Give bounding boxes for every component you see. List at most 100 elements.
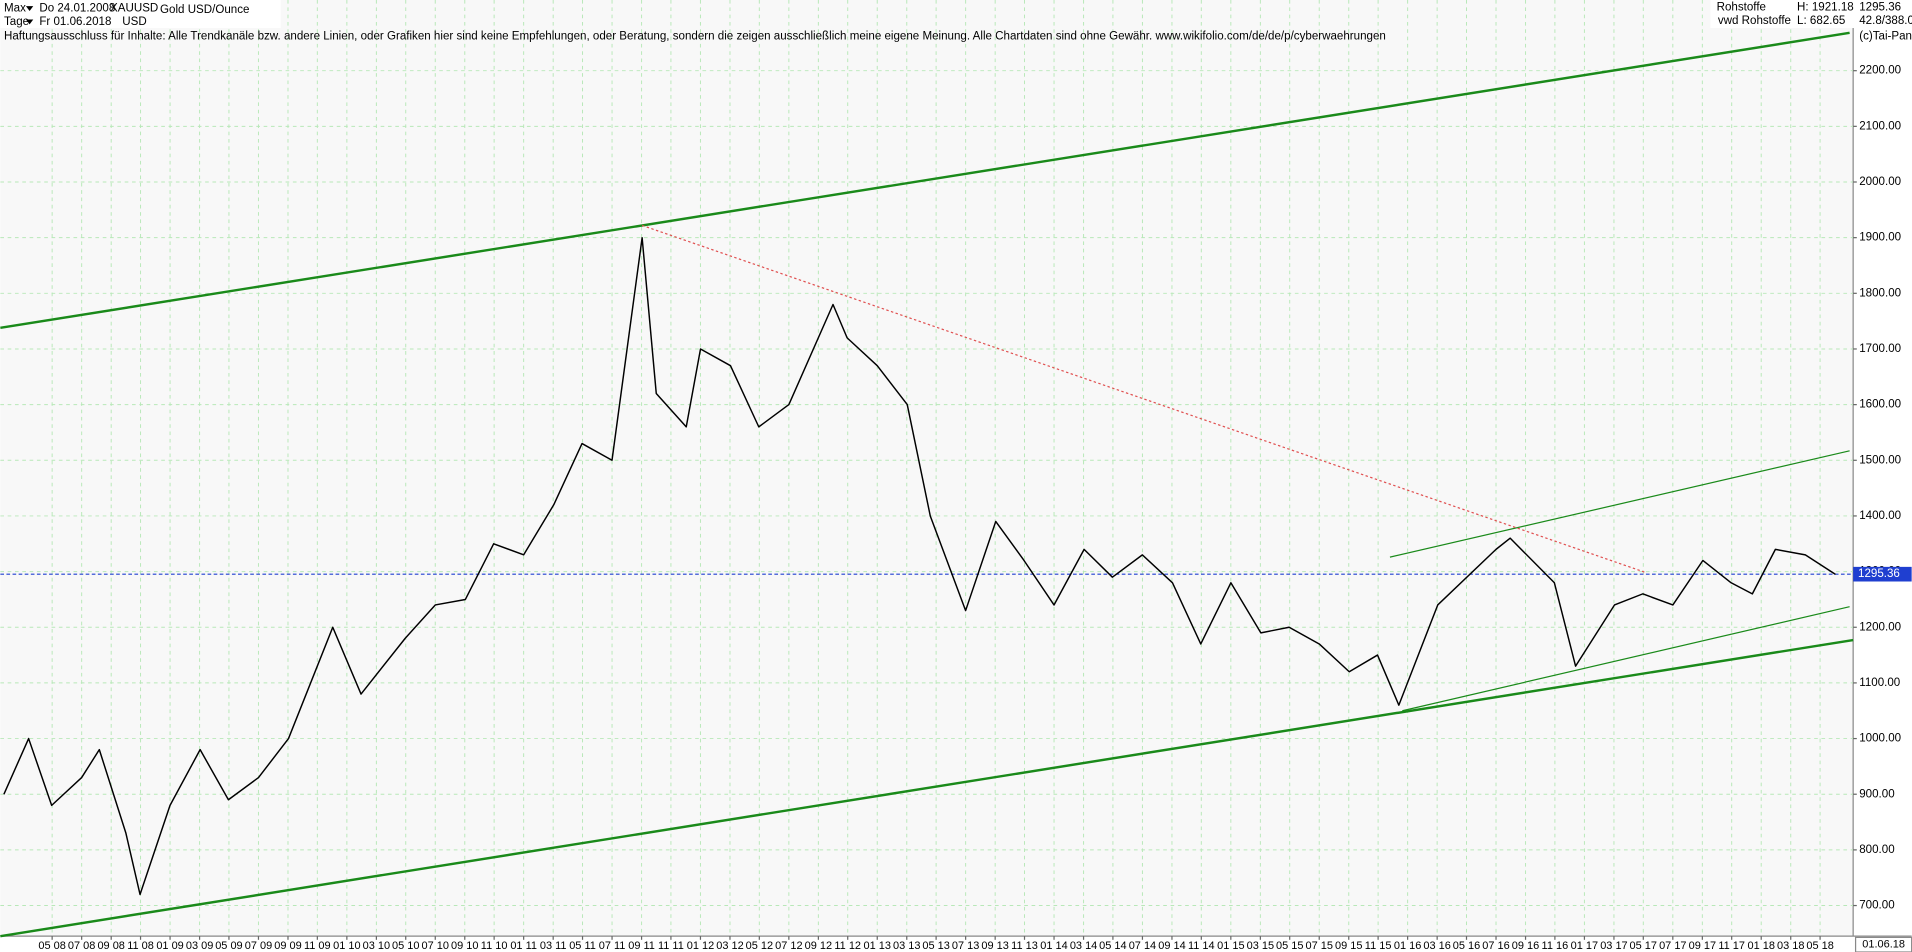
marks xyxy=(0,31,1854,938)
y-tick-label: 1000.00 xyxy=(1859,733,1901,745)
x-tick-label: 05 09 xyxy=(215,940,242,952)
x-tick-label: 09 11 xyxy=(628,940,655,952)
x-tick-label: 11 08 xyxy=(127,940,154,952)
symbol: XAUUSD xyxy=(110,3,158,15)
x-tick-label: 07 11 xyxy=(599,940,626,952)
x-tick-label: 05 15 xyxy=(1276,940,1303,952)
x-tick-label: 03 17 xyxy=(1600,940,1627,952)
y-tick-label: 1800.00 xyxy=(1859,287,1901,299)
high: H: 1921.18 xyxy=(1797,1,1854,13)
low: L: 682.65 xyxy=(1797,15,1845,27)
x-tick-label: 07 13 xyxy=(952,940,979,952)
trend-line xyxy=(1402,606,1850,712)
x-tick-label: 01 13 xyxy=(864,940,891,952)
trend-line xyxy=(0,638,1854,938)
x-tick-label: 05 11 xyxy=(569,940,596,952)
x-tick-label: 03 09 xyxy=(186,940,213,952)
x-tick-label: 07 12 xyxy=(775,940,802,952)
y-tick-label: 2000.00 xyxy=(1859,176,1901,188)
y-tick-label: 2200.00 xyxy=(1859,65,1901,77)
x-tick-label: 09 12 xyxy=(805,940,832,952)
x-tick-label: 01 15 xyxy=(1217,940,1244,952)
x-tick-label: 05 10 xyxy=(392,940,419,952)
x-tick-label: 07 09 xyxy=(245,940,272,952)
y-tick-label: 1200.00 xyxy=(1859,621,1901,633)
x-tick-label: 03 16 xyxy=(1423,940,1450,952)
y-tick-label: 900.00 xyxy=(1859,788,1894,800)
x-tick-label: 11 12 xyxy=(834,940,861,952)
x-tick-label: 05 08 xyxy=(38,940,65,952)
x-tick-label: 03 18 xyxy=(1777,940,1804,952)
x-tick-label: 09 09 xyxy=(274,940,301,952)
y-tick-label: 700.00 xyxy=(1859,900,1894,912)
x-tick-label: 01 09 xyxy=(156,940,183,952)
price-line xyxy=(3,236,1836,896)
x-tick-label: 09 13 xyxy=(981,940,1008,952)
header-box xyxy=(0,0,281,29)
x-tick-label: 01 17 xyxy=(1571,940,1598,952)
x-tick-label: 05 13 xyxy=(922,940,949,952)
y-tick-label: 800.00 xyxy=(1859,844,1894,856)
x-tick-label: 11 16 xyxy=(1542,940,1569,952)
y-tick-label: 1700.00 xyxy=(1859,343,1901,355)
x-tick-label: 09 10 xyxy=(451,940,478,952)
x-tick-label: 09 08 xyxy=(97,940,124,952)
x-tick-label: 03 14 xyxy=(1070,940,1097,952)
x-tick-label: 07 14 xyxy=(1129,940,1156,952)
x-tick-label: 03 10 xyxy=(363,940,390,952)
x-tick-label: 05 12 xyxy=(746,940,773,952)
dropdown-arrow xyxy=(25,19,34,25)
x-tick-label: 03 11 xyxy=(540,940,567,952)
x-tick-label: 09 17 xyxy=(1689,940,1716,952)
y-axis-background xyxy=(1853,0,1912,952)
x-tick-label: 11 11 xyxy=(658,940,684,952)
last-price-header: 1295.36 xyxy=(1859,1,1901,13)
to-date: Fr 01.06.2018 xyxy=(39,16,111,28)
trend-line xyxy=(641,224,1647,574)
trend-line xyxy=(1389,450,1850,558)
y-tick-label: 1500.00 xyxy=(1859,454,1901,466)
range-selector[interactable]: Max xyxy=(4,3,26,15)
x-tick-label: 11 09 xyxy=(304,940,331,952)
x-tick-label: 09 15 xyxy=(1335,940,1362,952)
last-price-label: 1295.36 xyxy=(1858,568,1900,580)
x-tick-label: 11 15 xyxy=(1365,940,1392,952)
x-tick-label: 05 18 xyxy=(1806,940,1833,952)
x-tick-label: 01 12 xyxy=(687,940,714,952)
instrument-name: Gold USD/Ounce xyxy=(160,4,249,16)
x-tick-label: 01 16 xyxy=(1394,940,1421,952)
group: Rohstoffe xyxy=(1717,1,1766,13)
x-tick-label: 03 15 xyxy=(1247,940,1274,952)
copyright: (c)Tai-Pan xyxy=(1859,31,1912,43)
x-tick-label: 07 17 xyxy=(1659,940,1686,952)
x-tick-label: 07 15 xyxy=(1306,940,1333,952)
x-tick-label: 05 17 xyxy=(1630,940,1657,952)
x-tick-label: 07 08 xyxy=(68,940,95,952)
ratio: 42.8/388.0 xyxy=(1859,15,1912,27)
x-tick-label: 11 10 xyxy=(481,940,508,952)
x-axis-background xyxy=(0,936,1912,952)
from-date: Do 24.01.2008 xyxy=(39,3,115,15)
x-tick-label: 03 12 xyxy=(716,940,743,952)
x-tick-label: 01 14 xyxy=(1040,940,1067,952)
x-tick-label: 11 17 xyxy=(1718,940,1745,952)
x-tick-label: 07 16 xyxy=(1482,940,1509,952)
y-tick-label: 1400.00 xyxy=(1859,510,1901,522)
disclaimer: Haftungsausschluss für Inhalte: Alle Tre… xyxy=(4,31,1386,43)
x-tick-label: 01 10 xyxy=(333,940,360,952)
y-tick-label: 1600.00 xyxy=(1859,399,1901,411)
period-selector[interactable]: Tage xyxy=(4,16,29,28)
x-tick-label: 05 14 xyxy=(1099,940,1126,952)
x-tick-label: 11 14 xyxy=(1188,940,1215,952)
plot-background xyxy=(0,0,1853,936)
y-tick-label: 1900.00 xyxy=(1859,232,1901,244)
x-tick-label: 01 11 xyxy=(510,940,537,952)
x-tick-label: 03 13 xyxy=(893,940,920,952)
y-tick-label: 2100.00 xyxy=(1859,120,1901,132)
x-tick-label: 09 16 xyxy=(1512,940,1539,952)
currency: USD xyxy=(122,16,146,28)
dropdown-arrow xyxy=(25,6,34,11)
trend-line xyxy=(0,31,1850,330)
y-tick-label: 1100.00 xyxy=(1859,677,1900,689)
